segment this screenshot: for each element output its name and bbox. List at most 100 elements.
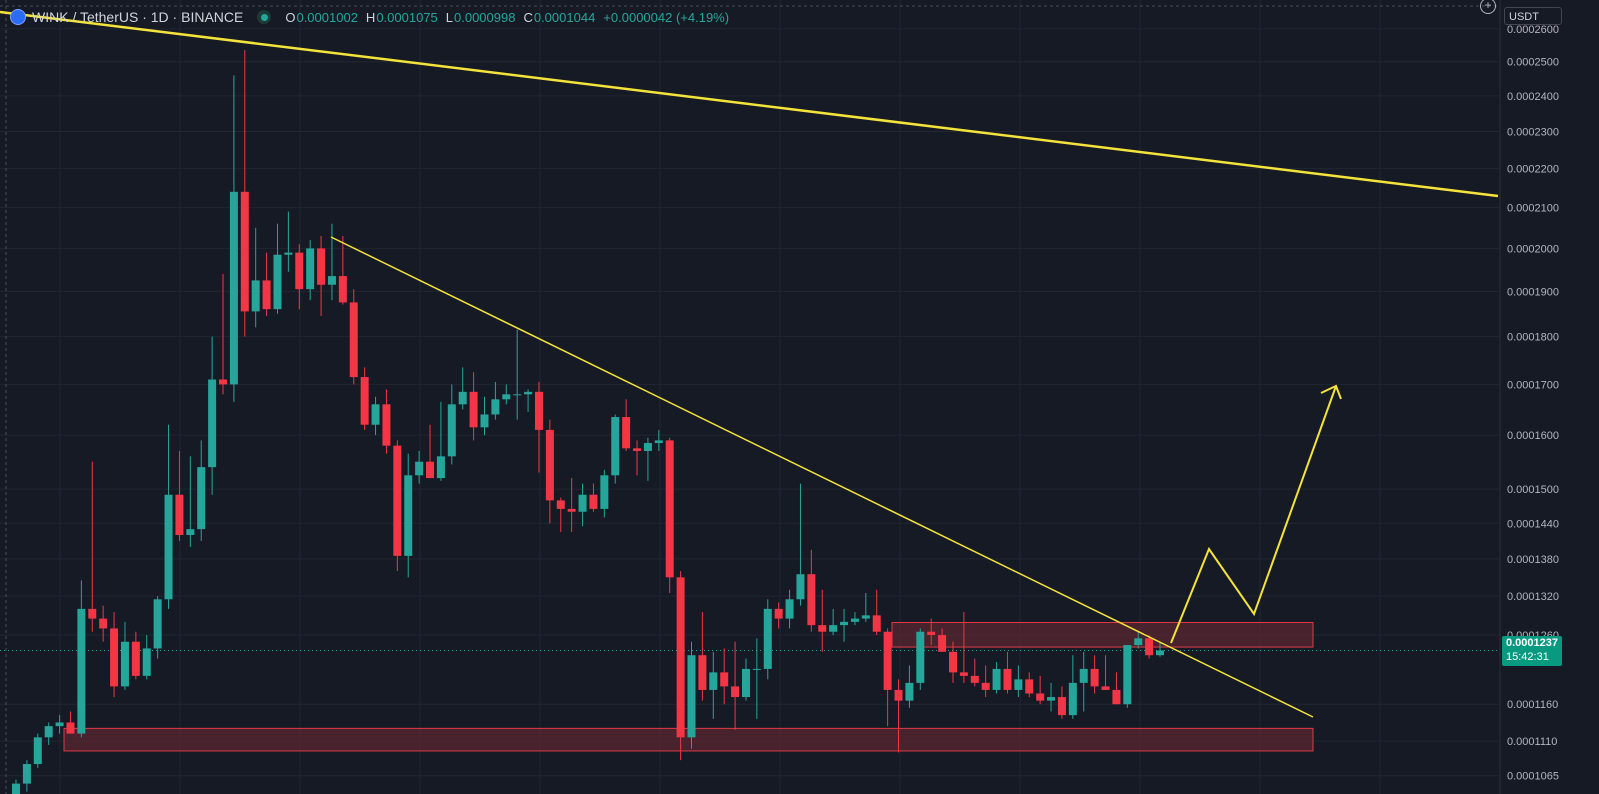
candle-body [600, 475, 609, 509]
candle-body [327, 276, 336, 285]
candle-body [317, 248, 326, 285]
candle-body [883, 631, 892, 690]
candle-body [752, 668, 761, 670]
upper-trendline [0, 10, 1499, 198]
y-tick-label: 0.0001110 [1507, 736, 1557, 748]
candle-body [589, 494, 598, 509]
candle-body [665, 440, 674, 578]
low-key: L [445, 9, 453, 25]
symbol-title[interactable]: WINK / TetherUS · 1D · BINANCE [32, 9, 244, 25]
y-tick-label: 0.0001500 [1507, 484, 1559, 496]
resistance-zone [891, 622, 1314, 648]
candle-body [360, 377, 369, 425]
candle-body [262, 280, 271, 310]
lower-trendline [330, 236, 1314, 718]
candle-body [818, 625, 827, 632]
candle-body [1079, 668, 1088, 683]
candle-body [698, 655, 707, 690]
candle-body [545, 429, 554, 501]
candle-body [948, 651, 957, 673]
y-tick-label: 0.0001440 [1507, 518, 1559, 530]
candle-body [578, 494, 587, 512]
currency-label[interactable]: USDT [1504, 7, 1562, 25]
candle-body [981, 682, 990, 690]
candle-body [251, 280, 260, 312]
candle-body [741, 668, 750, 698]
y-tick-label: 0.0002200 [1507, 164, 1559, 176]
last-price: 0.0001237 [1506, 637, 1558, 649]
candle-body [175, 494, 184, 536]
candle-body [709, 672, 718, 690]
candle-body [22, 764, 31, 784]
y-tick-label: 0.0002000 [1507, 243, 1559, 255]
change-value: +0.0000042 (+4.19%) [603, 9, 730, 25]
candle-body [1003, 668, 1012, 690]
candle-body [938, 635, 947, 652]
candle-body [404, 475, 413, 556]
market-open-status-icon [257, 10, 272, 24]
candle-body [306, 248, 315, 290]
candle-body [131, 641, 140, 676]
candle-body [415, 461, 424, 476]
candle-body [349, 302, 358, 378]
y-tick-label: 0.0002500 [1507, 57, 1559, 69]
candle-body [687, 655, 696, 738]
candle-body [33, 737, 42, 765]
candle-body [1090, 668, 1099, 687]
candle-body [393, 445, 402, 556]
candle-body [970, 675, 979, 683]
close-key: C [523, 9, 533, 25]
candle-body [872, 615, 881, 632]
candle-body [273, 254, 282, 310]
add-plus-icon[interactable]: + [1480, 0, 1496, 14]
candle-body [905, 682, 914, 701]
candle-body [861, 615, 870, 619]
candle-body [197, 467, 206, 530]
candle-body [458, 391, 467, 405]
last-price-tag: 0.0001237 15:42:31 [1502, 636, 1562, 666]
close-value: 0.0001044 [533, 9, 596, 25]
y-tick-label: 0.0001065 [1507, 771, 1559, 783]
candle-body [1036, 693, 1045, 701]
y-tick-label: 0.0002600 [1507, 24, 1559, 36]
candle-body [12, 783, 20, 794]
candle-body [1025, 679, 1034, 694]
candle-body [44, 726, 53, 738]
y-tick-label: 0.0001600 [1507, 430, 1559, 442]
candle-body [55, 722, 64, 727]
candle-body [1014, 679, 1023, 690]
candle-body [491, 399, 500, 415]
high-key: H [365, 9, 376, 25]
candle-body [676, 577, 685, 738]
candle-body [654, 440, 663, 444]
candle-body [796, 574, 805, 600]
open-value: 0.0001002 [296, 9, 358, 25]
candle-body [643, 443, 652, 451]
candle-body [1101, 686, 1110, 690]
candle-body [785, 599, 794, 619]
candle-body [338, 276, 347, 303]
y-tick-label: 0.0001800 [1507, 332, 1559, 344]
candle-body [120, 641, 129, 687]
candle-body [534, 391, 543, 430]
y-tick-label: 0.0002100 [1507, 203, 1559, 215]
candle-body [774, 608, 783, 619]
low-value: 0.0000998 [454, 9, 516, 25]
y-tick-label: 0.0001380 [1507, 554, 1559, 566]
candle-body [426, 461, 435, 479]
candle-body [436, 456, 445, 479]
candle-body [611, 417, 620, 476]
candle-body [229, 191, 238, 385]
candle-body [219, 379, 228, 385]
candle-body [240, 191, 249, 312]
candle-body [153, 599, 162, 649]
bar-countdown: 15:42:31 [1506, 651, 1549, 663]
candle-body [927, 631, 936, 636]
high-value: 0.0001075 [376, 9, 438, 25]
candle-body [1068, 682, 1077, 716]
candle-body [371, 404, 380, 425]
candle-body [502, 394, 511, 400]
candle-body [284, 252, 293, 255]
